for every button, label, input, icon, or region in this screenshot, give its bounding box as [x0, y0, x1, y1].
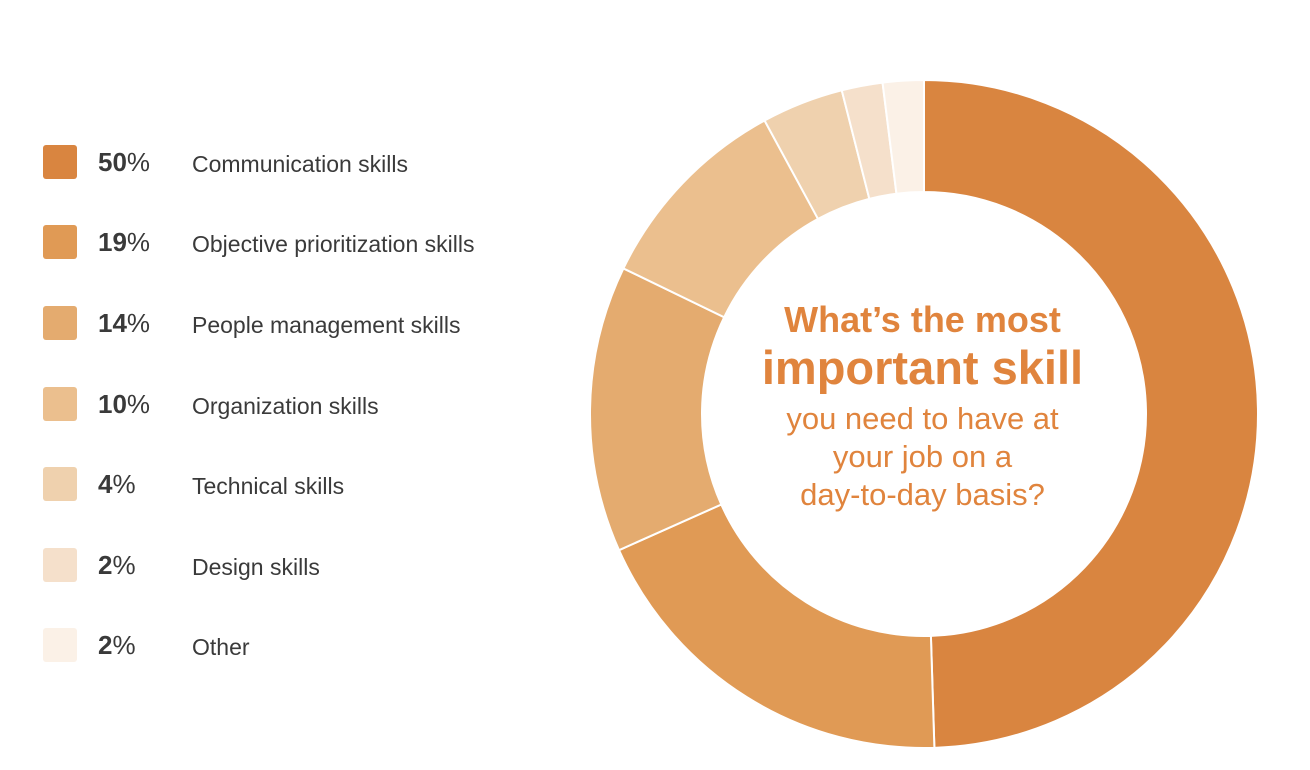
legend-percent-value: 2	[98, 630, 113, 660]
legend-percent-value: 2	[98, 550, 113, 580]
legend-label: Technical skills	[192, 473, 345, 499]
legend-percent-sign: %	[126, 227, 151, 257]
legend-item-communication: 50% Communication skills	[43, 144, 563, 180]
chart-title-line-3: you need to have at	[786, 401, 1059, 436]
chart-title-line-2: important skill	[761, 341, 1084, 394]
legend-percent-value: 10	[98, 389, 127, 419]
chart-title-line-1: What’s the most	[784, 299, 1061, 340]
legend-item-people-management: 14% People management skills	[43, 305, 563, 341]
donut-slice-objective-prioritization-skills	[617, 503, 936, 749]
legend-swatch	[43, 145, 77, 179]
legend-item-design: 2% Design skills	[43, 547, 563, 583]
legend-percent-sign: %	[126, 308, 151, 338]
legend-item-other: 2% Other	[43, 627, 563, 663]
legend-percent: 10%	[98, 389, 150, 419]
legend-percent-sign: %	[112, 469, 136, 499]
legend-label: Organization skills	[192, 393, 379, 419]
legend-label: Other	[192, 634, 250, 660]
legend-swatch	[43, 225, 77, 259]
legend-percent-value: 4	[98, 469, 113, 499]
legend-swatch	[43, 467, 77, 501]
legend-label: Communication skills	[192, 151, 409, 177]
legend-percent-sign: %	[112, 550, 136, 580]
chart-title-line-5: day-to-day basis?	[800, 477, 1045, 512]
legend-percent: 2%	[98, 630, 136, 660]
donut-slice-communication-skills	[923, 78, 1259, 749]
chart-title-line-4: your job on a	[832, 439, 1013, 474]
legend-label: People management skills	[192, 312, 461, 338]
legend-swatch	[43, 548, 77, 582]
legend-percent: 14%	[98, 308, 150, 338]
chart-title: What’s the most important skill you need…	[700, 298, 1145, 514]
legend-percent: 2%	[98, 550, 136, 580]
legend-item-organization: 10% Organization skills	[43, 386, 563, 422]
legend-swatch	[43, 628, 77, 662]
legend-percent-value: 14	[98, 308, 127, 338]
legend-percent: 19%	[98, 227, 150, 257]
legend-percent-sign: %	[126, 147, 151, 177]
legend-percent: 4%	[98, 469, 136, 499]
legend-percent-value: 50	[98, 147, 127, 177]
legend-label: Design skills	[192, 554, 320, 580]
legend-swatch	[43, 306, 77, 340]
legend-percent-sign: %	[126, 389, 151, 419]
legend-label: Objective prioritization skills	[192, 231, 475, 257]
legend-percent-value: 19	[98, 227, 127, 257]
legend-item-objective-prioritization: 19% Objective prioritization skills	[43, 224, 563, 260]
donut-slice-other	[881, 78, 925, 195]
legend-percent: 50%	[98, 147, 150, 177]
legend-percent-sign: %	[112, 630, 136, 660]
legend-item-technical: 4% Technical skills	[43, 466, 563, 502]
legend-swatch	[43, 387, 77, 421]
